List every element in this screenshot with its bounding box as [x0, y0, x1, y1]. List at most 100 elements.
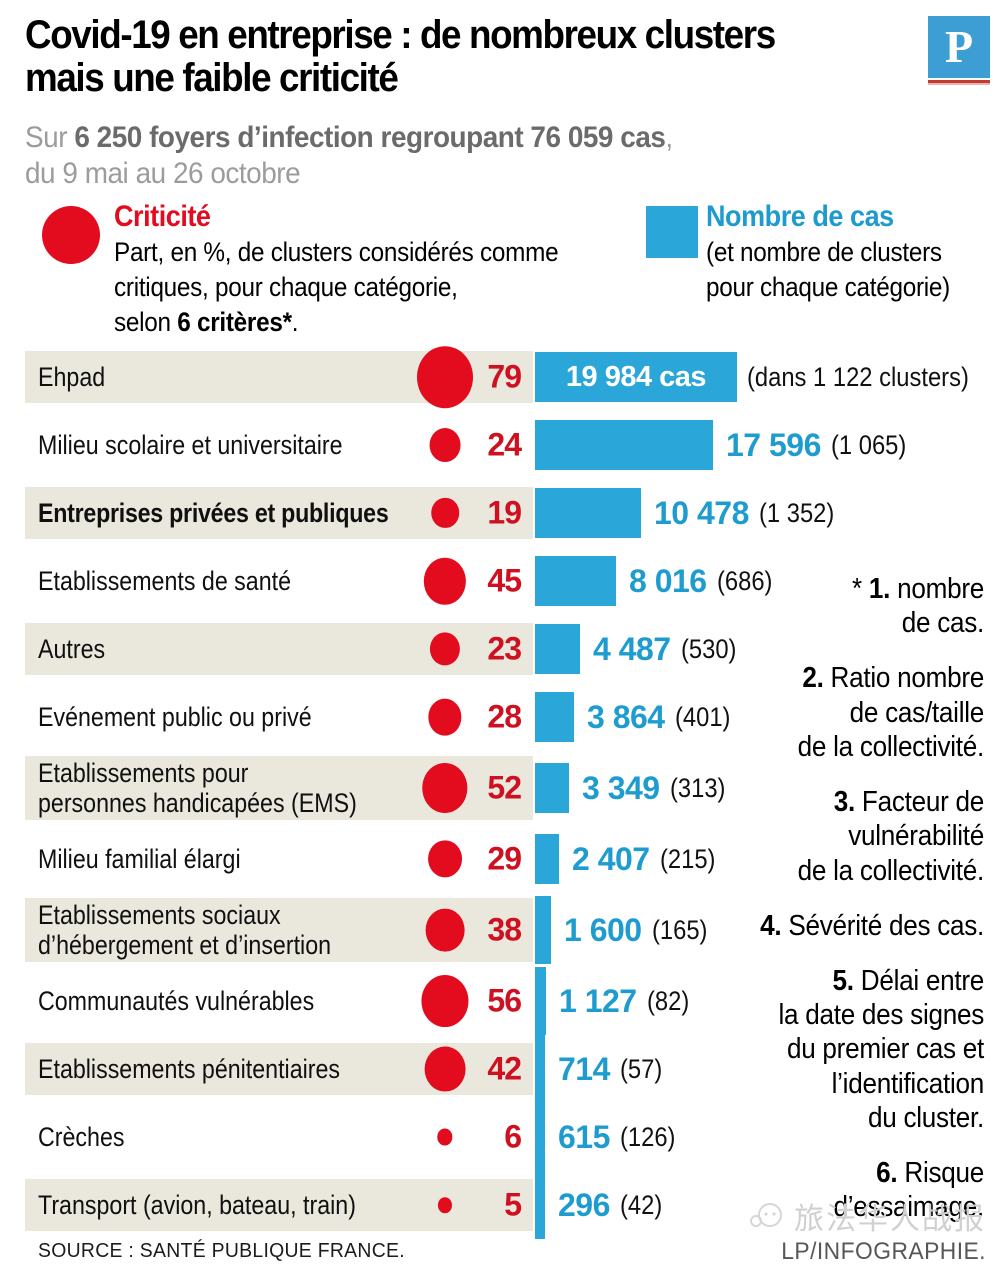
criticite-dot — [428, 840, 462, 878]
cases-value: 3 864 — [587, 698, 665, 735]
criticite-value: 28 — [487, 698, 522, 735]
cases-bar — [535, 1103, 545, 1171]
chart-rows: Ehpad 79 19 984 cas (dans 1 122 clusters) Mi… — [25, 343, 987, 1239]
criticite-dot — [417, 346, 473, 408]
clusters-count: (42) — [619, 1189, 663, 1220]
criticite-dot — [425, 908, 465, 952]
criticite-dot — [428, 698, 462, 736]
criticite-value: 23 — [487, 630, 522, 667]
criticite-dot — [437, 1128, 453, 1146]
cases-value: 4 487 — [593, 630, 671, 667]
cases-bar — [535, 556, 616, 606]
watermark: 旅法华人战报 LP/INFOGRAPHIE. — [748, 1194, 986, 1266]
cases-legend-title: Nombre de cas — [706, 200, 894, 233]
brand-logo-square: P — [928, 16, 990, 78]
clusters-count: (165) — [651, 914, 708, 945]
cases-bar — [535, 692, 574, 742]
cases-bar — [535, 420, 713, 470]
criticite-dot — [431, 497, 459, 529]
category-label: Ehpad — [38, 361, 106, 392]
cases-legend-desc: (et nombre de clusters pour chaque catég… — [706, 236, 950, 302]
chart-row: Milieu scolaire et universitaire 24 17 596… — [25, 411, 987, 479]
cases-value: 296 — [558, 1186, 610, 1223]
cases-value: 615 — [558, 1118, 610, 1155]
criticite-value: 24 — [487, 426, 522, 463]
criticite-dot — [422, 763, 468, 813]
criticite-value: 38 — [487, 911, 522, 948]
title-line-2: mais une faible criticité — [25, 55, 399, 100]
chart-row: Milieu familial élargi 29 2 407 (215) — [25, 825, 987, 893]
criticite-legend-title: Criticité — [114, 200, 211, 233]
cases-value: 1 600 — [564, 911, 642, 948]
clusters-count: (215) — [659, 843, 716, 874]
cases-legend-swatch-icon — [646, 206, 698, 258]
criticite-legend-dot-icon — [42, 206, 100, 264]
brand-logo-underline — [928, 80, 990, 83]
chart-row: Entreprises privées et publiques 19 10 478… — [25, 479, 987, 547]
clusters-count: (686) — [716, 565, 773, 596]
criticite-value: 19 — [487, 494, 522, 531]
category-label: Milieu familial élargi — [38, 843, 241, 874]
criticite-dot — [421, 975, 469, 1027]
chart-row: Evénement public ou privé 28 3 864 (401) — [25, 683, 987, 751]
clusters-count: (313) — [669, 772, 726, 803]
clusters-count: (82) — [646, 985, 689, 1016]
cases-value: 10 478 — [654, 494, 749, 531]
chart-row: Etablissements pénitentiaires 42 714 (57) — [25, 1035, 987, 1103]
watermark-name: 旅法华人战报 — [794, 1203, 986, 1236]
cases-value: 3 349 — [582, 769, 660, 806]
category-label: Autres — [38, 633, 106, 664]
source-credit: SOURCE : SANTÉ PUBLIQUE FRANCE. — [38, 1240, 405, 1262]
page-title: Covid-19 en entreprise : de nombreux clu… — [25, 13, 776, 100]
cases-bar — [535, 488, 641, 538]
category-label: Transport (avion, bateau, train) — [38, 1189, 356, 1220]
footnote: 3. Facteur de vulnérabilité de la collecti… — [797, 786, 985, 887]
criticite-legend: Criticité Part, en %, de clusters consid… — [114, 200, 559, 340]
criticite-dot — [423, 557, 467, 605]
cases-bar — [535, 763, 569, 813]
footnote: 6. Risque d’essaimage. — [833, 1157, 984, 1224]
footnote: 2. Ratio nombre de cas/taille de la collec… — [797, 662, 985, 763]
brand-logo-underline-light — [928, 83, 990, 85]
category-label: Etablissements pénitentiaires — [38, 1053, 341, 1084]
clusters-count: (57) — [619, 1053, 663, 1084]
brand-logo-letter: P — [944, 21, 974, 72]
criticite-legend-desc: Part, en %, de clusters considérés comme… — [114, 236, 559, 337]
category-label: Communautés vulnérables — [38, 985, 315, 1016]
footnote: 5. Délai entre la date des signes du premi… — [778, 964, 984, 1134]
cases-bar — [535, 624, 580, 674]
chart-row: Autres 23 4 487 (530) — [25, 615, 987, 683]
chart-row: Communautés vulnérables 56 1 127 (82) — [25, 967, 987, 1035]
category-label: Etablissements sociaux d’hébergement et d… — [38, 899, 332, 960]
chart-row: Etablissements pour personnes handicapées… — [25, 751, 987, 825]
cases-value: 17 596 — [726, 426, 821, 463]
criticite-value: 5 — [504, 1186, 522, 1223]
footnotes: * 1. nombre de cas. 2. Ratio nombre de cas/… — [730, 572, 984, 1246]
cases-bar — [535, 896, 551, 964]
cases-value: 1 127 — [559, 982, 637, 1019]
cases-value: 714 — [558, 1050, 610, 1087]
category-label: Etablissements pour personnes handicapées… — [38, 757, 357, 818]
category-label: Evénement public ou privé — [38, 701, 312, 732]
clusters-count: (401) — [674, 701, 731, 732]
cases-value: 19 984 cas — [565, 360, 707, 393]
cases-value: 2 407 — [572, 840, 650, 877]
cases-bar — [535, 1171, 545, 1239]
clusters-count: (dans 1 122 clusters) — [747, 361, 969, 392]
criticite-dot — [429, 632, 461, 666]
clusters-count: (530) — [680, 633, 737, 664]
watermark-credit: LP/INFOGRAPHIE. — [781, 1238, 986, 1265]
cases-legend: Nombre de cas (et nombre de clusters pou… — [706, 200, 950, 305]
cases-bar: 19 984 cas — [535, 352, 737, 402]
category-label: Entreprises privées et publiques — [38, 497, 389, 528]
cases-value: 8 016 — [629, 562, 707, 599]
subtitle-prefix: Sur — [25, 121, 75, 154]
criticite-dot — [429, 428, 461, 462]
footnote: 4. Sévérité des cas. — [760, 909, 984, 942]
title-line-1: Covid-19 en entreprise : de nombreux clu… — [25, 13, 776, 57]
category-label: Etablissements de santé — [38, 565, 291, 596]
footnote: * 1. nombre de cas. — [852, 573, 984, 640]
criticite-value: 52 — [487, 769, 522, 806]
cases-bar — [535, 834, 559, 884]
